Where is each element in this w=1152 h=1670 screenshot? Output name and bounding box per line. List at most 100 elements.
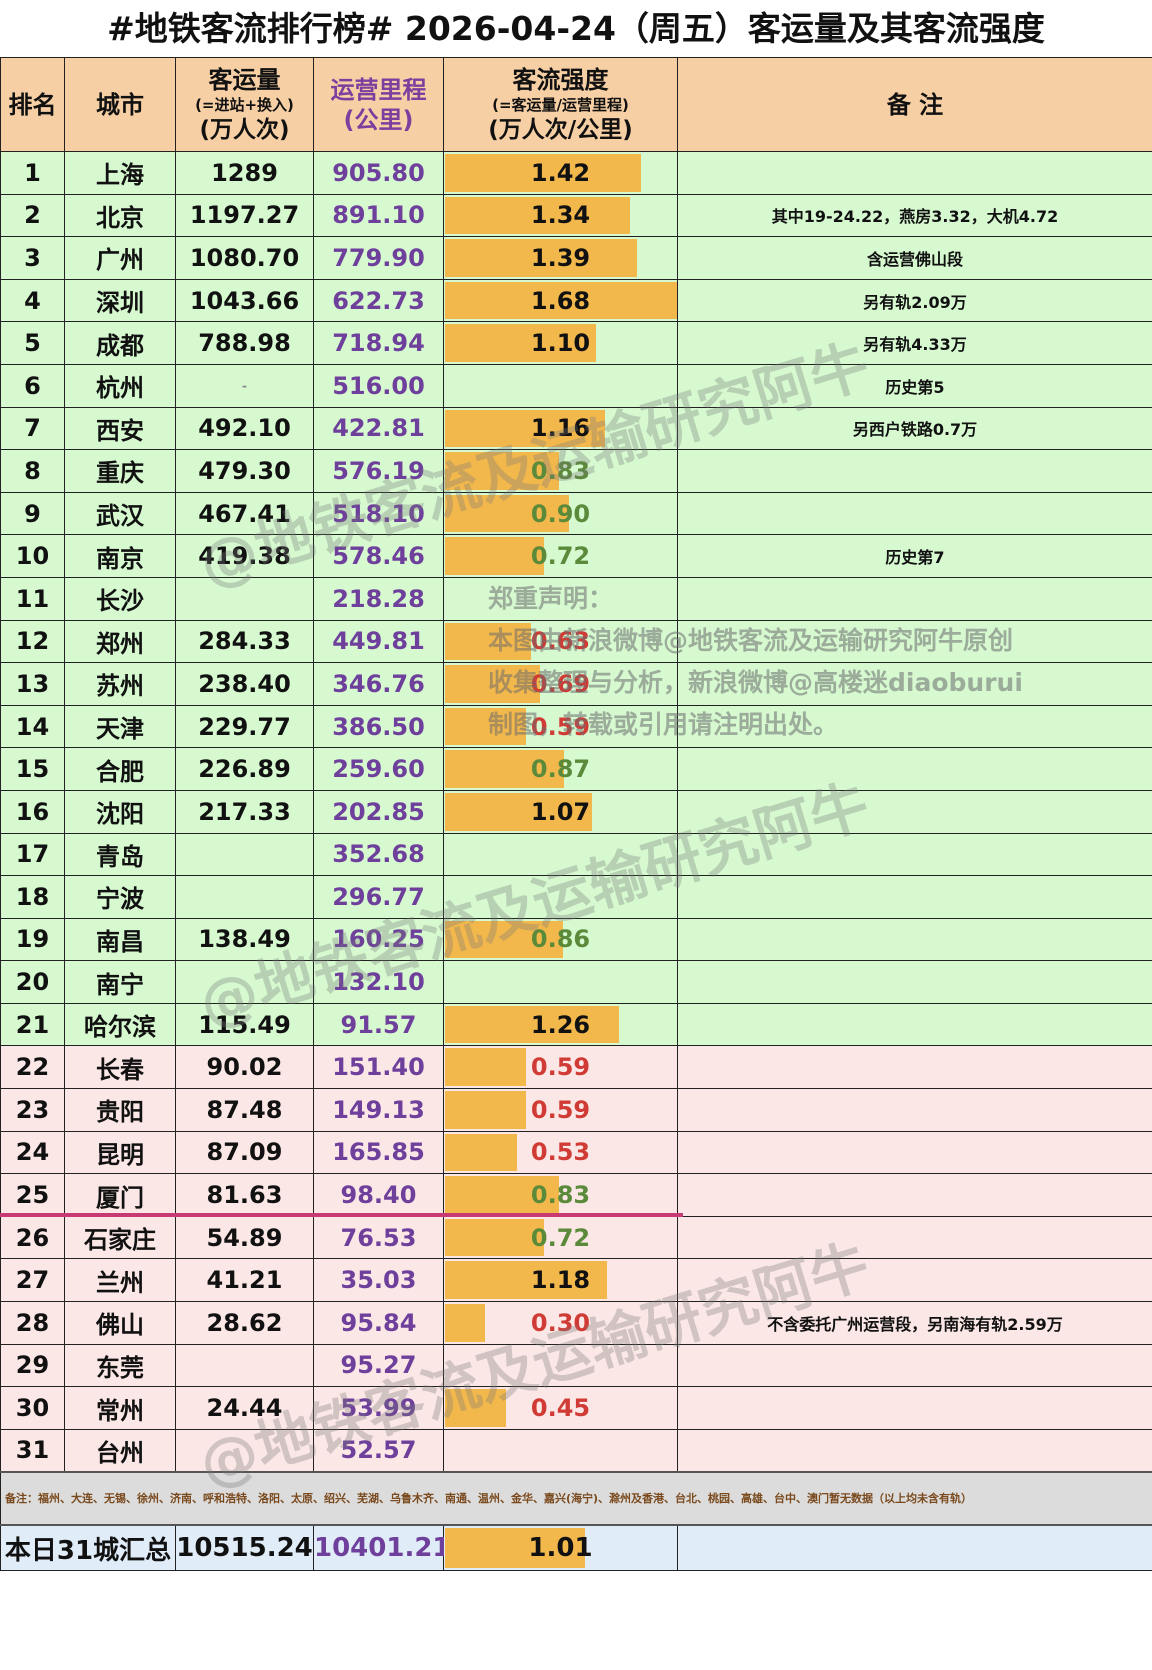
rank-cell: 28 <box>0 1301 65 1345</box>
table-row: 10 南京 419.38 578.46 0.72 历史第7 <box>0 534 1152 578</box>
intensity-cell: 0.30 <box>443 1301 678 1345</box>
length-cell: 52.57 <box>313 1428 444 1473</box>
note-cell: 历史第5 <box>677 363 1152 408</box>
length-cell: 53.99 <box>313 1386 444 1430</box>
rank-cell: 8 <box>0 449 65 493</box>
intensity-value: 1.42 <box>530 158 591 187</box>
total-note <box>677 1524 1152 1572</box>
length-cell: 149.13 <box>313 1088 444 1132</box>
header-rank: 排名 <box>0 57 65 152</box>
rank-cell: 6 <box>0 363 65 408</box>
length-cell: 422.81 <box>313 406 444 451</box>
intensity-value: 0.72 <box>530 542 591 571</box>
intensity-cell <box>443 875 678 919</box>
table-row: 31 台州 52.57 <box>0 1428 1152 1473</box>
city-cell: 哈尔滨 <box>64 1002 176 1047</box>
city-cell: 青岛 <box>64 832 176 877</box>
intensity-bar <box>445 324 597 362</box>
intensity-cell: 1.68 <box>443 278 678 323</box>
note-cell <box>677 917 1152 962</box>
note-cell <box>677 875 1152 919</box>
page-title: #地铁客流排行榜# 2026-04-24（周五）客运量及其客流强度 <box>0 0 1152 57</box>
ridership-cell: 24.44 <box>175 1386 314 1430</box>
intensity-value: 0.87 <box>530 755 591 784</box>
city-cell: 南京 <box>64 534 176 578</box>
intensity-value: 0.53 <box>530 1138 591 1167</box>
ridership-cell: 467.41 <box>175 491 314 536</box>
length-cell: 259.60 <box>313 747 444 791</box>
note-cell: 另有轨2.09万 <box>677 278 1152 323</box>
ridership-cell: 226.89 <box>175 747 314 791</box>
rank-cell: 15 <box>0 747 65 791</box>
table-row: 1 上海 1289 905.80 1.42 <box>0 151 1152 195</box>
intensity-value: 1.18 <box>530 1266 591 1295</box>
city-cell: 武汉 <box>64 491 176 536</box>
ridership-cell: 1197.27 <box>175 193 314 238</box>
table-row: 18 宁波 296.77 <box>0 875 1152 919</box>
ridership-cell: 788.98 <box>175 321 314 365</box>
rank-cell: 22 <box>0 1045 65 1090</box>
intensity-cell: 0.86 <box>443 917 678 962</box>
intensity-cell: 1.10 <box>443 321 678 365</box>
note-cell <box>677 151 1152 195</box>
table-row: 24 昆明 87.09 165.85 0.53 <box>0 1130 1152 1175</box>
length-cell: 576.19 <box>313 449 444 493</box>
rank-cell: 25 <box>0 1173 65 1217</box>
length-cell: 98.40 <box>313 1173 444 1217</box>
note-cell <box>677 576 1152 621</box>
ridership-cell <box>175 832 314 877</box>
length-cell: 346.76 <box>313 662 444 706</box>
intensity-value: 0.59 <box>530 1095 591 1124</box>
ridership-cell: 217.33 <box>175 789 314 834</box>
length-cell: 95.84 <box>313 1301 444 1345</box>
ridership-cell <box>175 1343 314 1388</box>
rank-cell: 9 <box>0 491 65 536</box>
intensity-bar <box>445 196 630 235</box>
note-cell <box>677 704 1152 749</box>
table-row: 4 深圳 1043.66 622.73 1.68 另有轨2.09万 <box>0 278 1152 323</box>
rank-cell: 12 <box>0 619 65 664</box>
city-cell: 天津 <box>64 704 176 749</box>
intensity-cell: 1.39 <box>443 236 678 280</box>
table-row: 23 贵阳 87.48 149.13 0.59 <box>0 1088 1152 1132</box>
table-row: 13 苏州 238.40 346.76 0.69 <box>0 662 1152 706</box>
note-cell <box>677 747 1152 791</box>
table-row: 27 兰州 41.21 35.03 1.18 <box>0 1258 1152 1303</box>
rank-cell: 4 <box>0 278 65 323</box>
ridership-cell: 1289 <box>175 151 314 195</box>
note-cell <box>677 449 1152 493</box>
intensity-cell <box>443 363 678 408</box>
ridership-cell: 41.21 <box>175 1258 314 1303</box>
intensity-bar <box>445 1005 619 1044</box>
note-cell <box>677 1130 1152 1175</box>
intensity-value: 1.26 <box>530 1010 591 1039</box>
length-cell: 449.81 <box>313 619 444 664</box>
note-cell <box>677 832 1152 877</box>
intensity-cell <box>443 1428 678 1473</box>
length-cell: 905.80 <box>313 151 444 195</box>
intensity-cell: 0.59 <box>443 704 678 749</box>
intensity-cell <box>443 960 678 1004</box>
city-cell: 常州 <box>64 1386 176 1430</box>
city-cell: 台州 <box>64 1428 176 1473</box>
city-cell: 重庆 <box>64 449 176 493</box>
note-cell <box>677 960 1152 1004</box>
rank-cell: 11 <box>0 576 65 621</box>
table-row: 16 沈阳 217.33 202.85 1.07 <box>0 789 1152 834</box>
intensity-bar <box>445 1304 486 1342</box>
city-cell: 杭州 <box>64 363 176 408</box>
intensity-bar <box>445 1176 559 1214</box>
intensity-value: 0.90 <box>530 499 591 528</box>
table-row: 25 厦门 81.63 98.40 0.83 <box>0 1173 1152 1217</box>
intensity-cell: 0.90 <box>443 491 678 536</box>
total-ridership: 10515.24 <box>175 1524 314 1572</box>
total-intensity-bar <box>445 1527 586 1569</box>
intensity-cell: 0.87 <box>443 747 678 791</box>
intensity-value: 0.45 <box>530 1394 591 1423</box>
intensity-bar <box>445 792 593 831</box>
table-row: 3 广州 1080.70 779.90 1.39 含运营佛山段 <box>0 236 1152 280</box>
intensity-cell: 1.34 <box>443 193 678 238</box>
intensity-bar <box>445 409 605 448</box>
table-row: 26 石家庄 54.89 76.53 0.72 <box>0 1215 1152 1260</box>
intensity-bar <box>445 920 564 959</box>
